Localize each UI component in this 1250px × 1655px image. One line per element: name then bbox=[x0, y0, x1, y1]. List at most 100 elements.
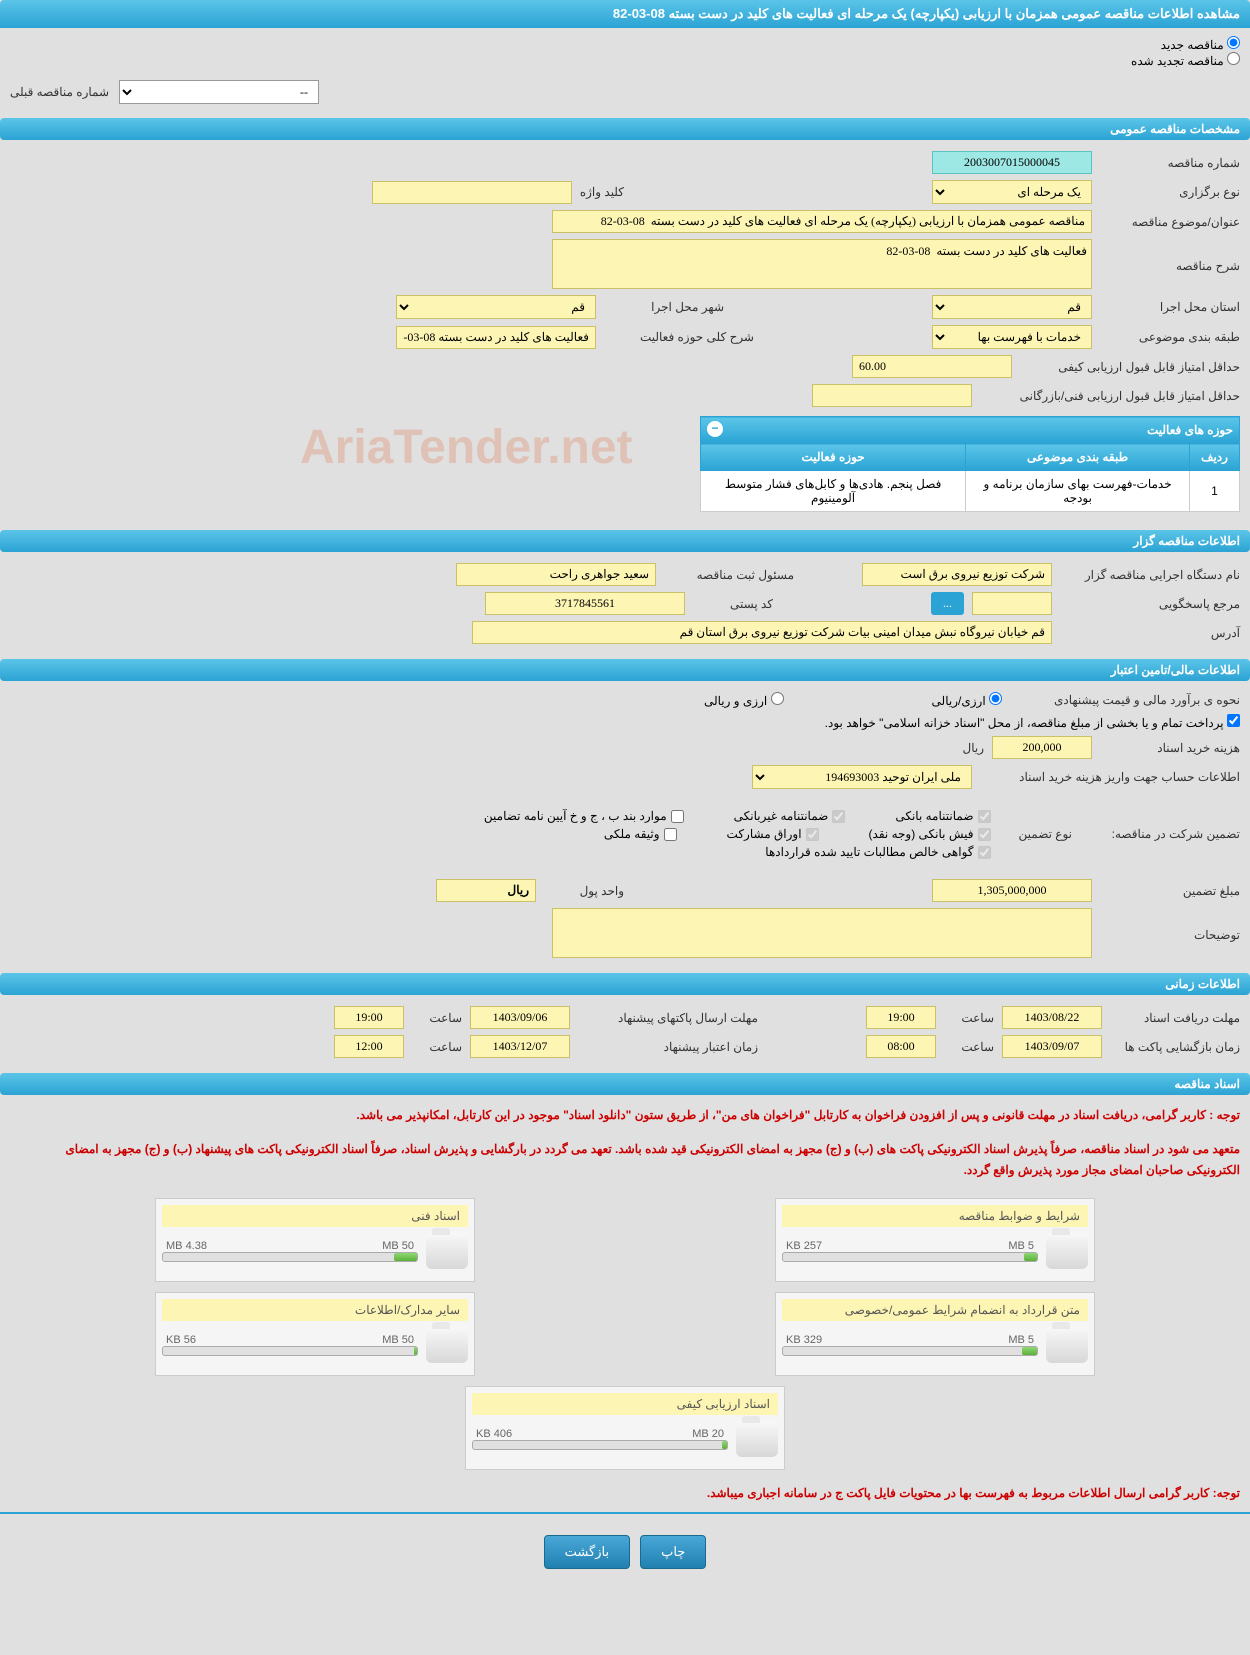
tender-no-label: شماره مناقصه bbox=[1100, 156, 1240, 170]
responsible-label: مسئول ثبت مناقصه bbox=[664, 568, 794, 582]
keyword-input[interactable] bbox=[372, 181, 572, 204]
cb-contracts[interactable]: گواهی خالص مطالبات تایید شده قراردادها bbox=[765, 845, 990, 859]
receive-time-input[interactable] bbox=[866, 1006, 936, 1029]
col-category: طبقه بندی موضوعی bbox=[966, 444, 1190, 471]
open-label: زمان بازگشایی پاکت ها bbox=[1110, 1040, 1240, 1054]
open-time-input[interactable] bbox=[866, 1035, 936, 1058]
doc-card-technical[interactable]: اسناد فنی 50 MB4.38 MB bbox=[155, 1198, 475, 1282]
section-financial: اطلاعات مالی/تامین اعتبار bbox=[0, 659, 1250, 681]
account-select[interactable]: ملی ایران توحید 194693003 bbox=[752, 765, 972, 789]
guarantee-amount-input[interactable] bbox=[932, 879, 1092, 902]
address-input[interactable] bbox=[472, 621, 1052, 644]
folder-icon bbox=[426, 1233, 468, 1269]
responsible-input[interactable] bbox=[456, 563, 656, 586]
unit-input[interactable] bbox=[436, 879, 536, 902]
unit-label: واحد پول bbox=[544, 884, 624, 898]
col-row: ردیف bbox=[1190, 444, 1240, 471]
page-title: مشاهده اطلاعات مناقصه عمومی همزمان با ار… bbox=[0, 0, 1250, 28]
notes-textarea[interactable] bbox=[552, 908, 1092, 958]
doc-cost-unit: ریال bbox=[962, 741, 984, 755]
guarantee-label: تضمین شرکت در مناقصه: bbox=[1080, 827, 1240, 841]
radio-renewed[interactable]: مناقصه تجدید شده bbox=[1131, 54, 1240, 68]
cb-bonds[interactable]: اوراق مشارکت bbox=[727, 827, 819, 841]
cb-property[interactable]: وثیقه ملکی bbox=[604, 827, 677, 841]
contact-label: مرجع پاسخگویی bbox=[1060, 597, 1240, 611]
subject-input[interactable] bbox=[552, 210, 1092, 233]
doc-cost-label: هزینه خرید اسناد bbox=[1100, 741, 1240, 755]
validity-label: زمان اعتبار پیشنهاد bbox=[578, 1040, 758, 1054]
doc-title: شرایط و ضوابط مناقصه bbox=[782, 1205, 1088, 1227]
folder-icon bbox=[426, 1327, 468, 1363]
min-tech-label: حداقل امتیاز قابل قبول ارزیابی فنی/بازرگ… bbox=[980, 389, 1240, 403]
account-label: اطلاعات حساب جهت واریز هزینه خرید اسناد bbox=[980, 770, 1240, 784]
notes-label: توضیحات bbox=[1100, 908, 1240, 942]
subject-label: عنوان/موضوع مناقصه bbox=[1100, 215, 1240, 229]
table-row: 1 خدمات-فهرست بهای سازمان برنامه و بودجه… bbox=[701, 471, 1240, 512]
type-label: نوع برگزاری bbox=[1100, 185, 1240, 199]
province-label: استان محل اجرا bbox=[1100, 300, 1240, 314]
section-timing: اطلاعات زمانی bbox=[0, 973, 1250, 995]
address-label: آدرس bbox=[1060, 626, 1240, 640]
min-tech-input[interactable] bbox=[812, 384, 972, 407]
desc-textarea[interactable]: فعالیت های کلید در دست بسته 08-03-82 bbox=[552, 239, 1092, 289]
doc-card-contract[interactable]: متن قرارداد به انضمام شرایط عمومی/خصوصی … bbox=[775, 1292, 1095, 1376]
collapse-icon[interactable]: − bbox=[707, 421, 723, 437]
activity-table: حوزه های فعالیت − ردیف طبقه بندی موضوعی … bbox=[700, 416, 1240, 512]
back-button[interactable]: بازگشت bbox=[544, 1535, 630, 1569]
city-select[interactable]: قم bbox=[396, 295, 596, 319]
validity-time-input[interactable] bbox=[334, 1035, 404, 1058]
send-label: مهلت ارسال پاکتهای پیشنهاد bbox=[578, 1011, 758, 1025]
desc-label: شرح مناقصه bbox=[1100, 239, 1240, 273]
payment-checkbox[interactable]: پرداخت تمام و یا بخشی از مبلغ مناقصه، از… bbox=[825, 714, 1240, 730]
guarantee-amount-label: مبلغ تضمین bbox=[1100, 884, 1240, 898]
activity-desc-label: شرح کلی حوزه فعالیت bbox=[604, 330, 754, 344]
validity-date-input[interactable] bbox=[470, 1035, 570, 1058]
col-domain: حوزه فعالیت bbox=[701, 444, 966, 471]
doc-card-quality[interactable]: اسناد ارزیابی کیفی 20 MB406 KB bbox=[465, 1386, 785, 1470]
section-docs: اسناد مناقصه bbox=[0, 1073, 1250, 1095]
province-select[interactable]: قم bbox=[932, 295, 1092, 319]
doc-cost-input[interactable] bbox=[992, 736, 1092, 759]
exec-name-input[interactable] bbox=[862, 563, 1052, 586]
cb-bank[interactable]: ضمانتنامه بانکی bbox=[895, 809, 990, 823]
radio-rial[interactable]: ارزی/ریالی bbox=[932, 692, 1002, 708]
send-date-input[interactable] bbox=[470, 1006, 570, 1029]
section-general: مشخصات مناقصه عمومی bbox=[0, 118, 1250, 140]
exec-name-label: نام دستگاه اجرایی مناقصه گزار bbox=[1060, 568, 1240, 582]
doc-card-other[interactable]: سایر مدارک/اطلاعات 50 MB56 KB bbox=[155, 1292, 475, 1376]
print-button[interactable]: چاپ bbox=[640, 1535, 706, 1569]
folder-icon bbox=[1046, 1327, 1088, 1363]
guarantee-type-label: نوع تضمین bbox=[1019, 827, 1072, 841]
estimate-label: نحوه ی برآورد مالی و قیمت پیشنهادی bbox=[1010, 693, 1240, 707]
receive-time-label: ساعت bbox=[944, 1011, 994, 1025]
tender-no-input[interactable] bbox=[932, 151, 1092, 174]
folder-icon bbox=[736, 1421, 778, 1457]
validity-time-label: ساعت bbox=[412, 1040, 462, 1054]
category-select[interactable]: خدمات با فهرست بها bbox=[932, 325, 1092, 349]
open-date-input[interactable] bbox=[1002, 1035, 1102, 1058]
min-quality-input[interactable] bbox=[852, 355, 1012, 378]
keyword-label: کلید واژه bbox=[580, 185, 624, 199]
open-time-label: ساعت bbox=[944, 1040, 994, 1054]
cb-nonbank[interactable]: ضمانتنامه غیربانکی bbox=[734, 809, 846, 823]
docs-note-1: توجه : کاربر گرامی، دریافت اسناد در مهلت… bbox=[0, 1099, 1250, 1133]
doc-title: سایر مدارک/اطلاعات bbox=[162, 1299, 468, 1321]
folder-icon bbox=[1046, 1233, 1088, 1269]
radio-new[interactable]: مناقصه جدید bbox=[1161, 38, 1240, 52]
receive-date-input[interactable] bbox=[1002, 1006, 1102, 1029]
activity-desc-input[interactable] bbox=[396, 326, 596, 349]
contact-input[interactable] bbox=[972, 592, 1052, 615]
cb-rules[interactable]: موارد بند ب ، ج و خ آیین نامه تضامین bbox=[484, 809, 684, 823]
radio-currency[interactable]: ارزی و ریالی bbox=[704, 692, 784, 708]
doc-title: اسناد فنی bbox=[162, 1205, 468, 1227]
send-time-input[interactable] bbox=[334, 1006, 404, 1029]
more-button[interactable]: ... bbox=[931, 592, 964, 615]
postal-label: کد پستی bbox=[693, 597, 773, 611]
cb-cash[interactable]: فیش بانکی (وجه نقد) bbox=[869, 827, 991, 841]
doc-title: متن قرارداد به انضمام شرایط عمومی/خصوصی bbox=[782, 1299, 1088, 1321]
postal-input[interactable] bbox=[485, 592, 685, 615]
doc-card-conditions[interactable]: شرایط و ضوابط مناقصه 5 MB257 KB bbox=[775, 1198, 1095, 1282]
type-select[interactable]: یک مرحله ای bbox=[932, 180, 1092, 204]
category-label: طبقه بندی موضوعی bbox=[1100, 330, 1240, 344]
prev-tender-select[interactable]: -- bbox=[119, 80, 319, 104]
